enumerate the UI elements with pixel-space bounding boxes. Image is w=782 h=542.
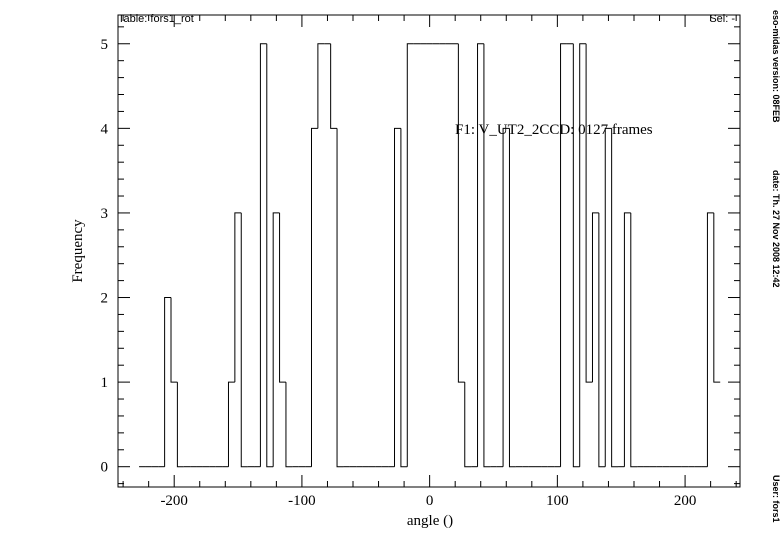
histogram-step xyxy=(611,128,619,468)
histogram-step xyxy=(713,212,721,383)
histogram-step xyxy=(310,127,318,467)
histogram-step xyxy=(240,212,248,468)
histogram-step xyxy=(457,43,465,383)
histogram-step xyxy=(400,128,408,468)
histogram-step xyxy=(406,43,414,467)
y-tick-label: 3 xyxy=(101,206,109,222)
x-tick-label: 200 xyxy=(674,493,697,509)
x-tick-label: 100 xyxy=(546,493,569,509)
x-tick-label: -100 xyxy=(288,493,316,509)
histogram-step xyxy=(285,382,293,468)
histogram-step xyxy=(477,43,484,467)
side-text: User: fors1 xyxy=(771,475,781,523)
y-tick-label: 5 xyxy=(101,37,109,53)
histogram-step xyxy=(464,382,472,468)
histogram-step xyxy=(170,297,178,383)
side-text: date: Th. 27 Nov 2008 12:42 xyxy=(771,170,781,288)
histogram-step xyxy=(604,127,612,467)
histogram-step xyxy=(317,43,325,129)
histogram-step xyxy=(336,128,344,468)
histogram-step xyxy=(330,43,338,129)
x-tick-label: -200 xyxy=(160,493,188,509)
histogram-step xyxy=(591,212,599,383)
side-text: eso-midas version: 08FEB xyxy=(771,10,781,123)
y-tick-label: 1 xyxy=(101,375,109,391)
y-tick-label: 0 xyxy=(101,460,109,476)
x-tick-label: 0 xyxy=(426,493,434,509)
header-right: Sel: - xyxy=(709,13,735,25)
histogram-step xyxy=(508,128,516,468)
x-axis-label: angle () xyxy=(407,513,453,529)
histogram-step xyxy=(227,381,235,467)
histogram-step xyxy=(394,127,401,467)
histogram-step xyxy=(598,212,606,468)
histogram-step xyxy=(579,43,587,467)
y-tick-label: 2 xyxy=(101,291,109,307)
header-left: Table: fors1_rot xyxy=(118,13,194,25)
histogram-step xyxy=(272,212,280,467)
histogram-step xyxy=(623,212,631,467)
histogram-step xyxy=(706,212,714,467)
histogram-step xyxy=(279,212,286,383)
annotation: F1: V_UT2_2CCD: 0127 frames xyxy=(455,122,653,138)
histogram-step xyxy=(483,43,491,468)
histogram-step xyxy=(266,43,274,468)
plot-frame xyxy=(117,14,741,488)
histogram-step xyxy=(585,43,593,383)
histogram-step xyxy=(572,43,580,468)
y-axis-label: Frequency xyxy=(70,219,86,283)
histogram-step xyxy=(502,127,510,467)
y-tick-label: 4 xyxy=(101,121,109,137)
histogram-step xyxy=(560,43,567,467)
histogram-step xyxy=(176,382,184,468)
histogram-step xyxy=(234,212,242,383)
histogram-step xyxy=(259,43,267,467)
histogram-step xyxy=(164,297,172,467)
histogram-step xyxy=(630,212,638,468)
